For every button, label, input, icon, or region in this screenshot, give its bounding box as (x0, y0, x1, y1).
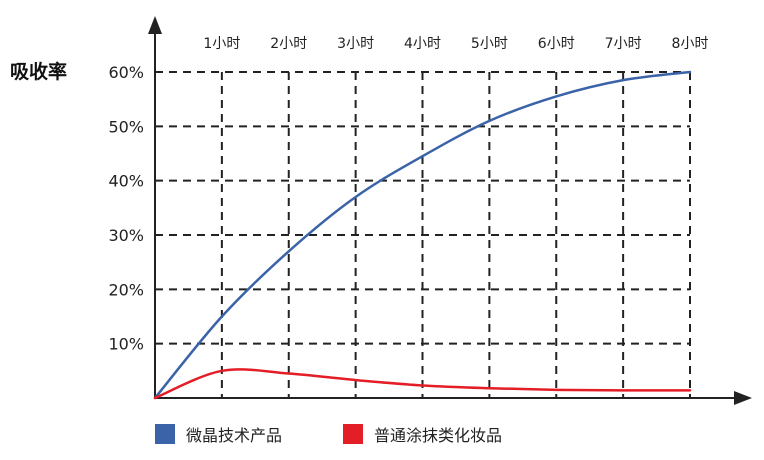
y-tick-label: 20% (108, 280, 144, 299)
y-axis-arrow (148, 16, 162, 34)
legend-label-2: 普通涂抹类化妆品 (374, 426, 502, 445)
x-tick-label: 3小时 (337, 36, 374, 52)
legend: 微晶技术产品 普通涂抹类化妆品 (155, 424, 502, 445)
y-tick-label: 60% (108, 63, 144, 82)
x-tick-label: 2小时 (270, 36, 307, 52)
legend-label-1: 微晶技术产品 (186, 426, 282, 445)
y-tick-label: 10% (108, 335, 144, 354)
x-tick-label: 1小时 (203, 36, 240, 52)
series-line-2 (153, 368, 692, 400)
grid-lines (155, 71, 691, 398)
series-line-1 (153, 70, 692, 400)
x-tick-labels: 1小时 2小时 3小时 4小时 5小时 6小时 7小时 8小时 (203, 36, 708, 52)
y-tick-label: 40% (108, 172, 144, 191)
y-tick-label: 30% (108, 226, 144, 245)
legend-swatch-red (343, 424, 363, 444)
x-tick-label: 4小时 (404, 36, 441, 52)
x-tick-label: 5小时 (471, 36, 508, 52)
y-axis-label: 吸收率 (10, 60, 67, 83)
axes (148, 16, 752, 405)
x-tick-label: 8小时 (672, 36, 709, 52)
x-tick-label: 6小时 (538, 36, 575, 52)
y-tick-labels: 10% 20% 30% 40% 50% 60% (108, 63, 144, 354)
x-tick-label: 7小时 (605, 36, 642, 52)
legend-swatch-blue (155, 424, 175, 444)
y-tick-label: 50% (108, 117, 144, 136)
series-lines (153, 70, 692, 400)
x-axis-arrow (734, 391, 752, 405)
